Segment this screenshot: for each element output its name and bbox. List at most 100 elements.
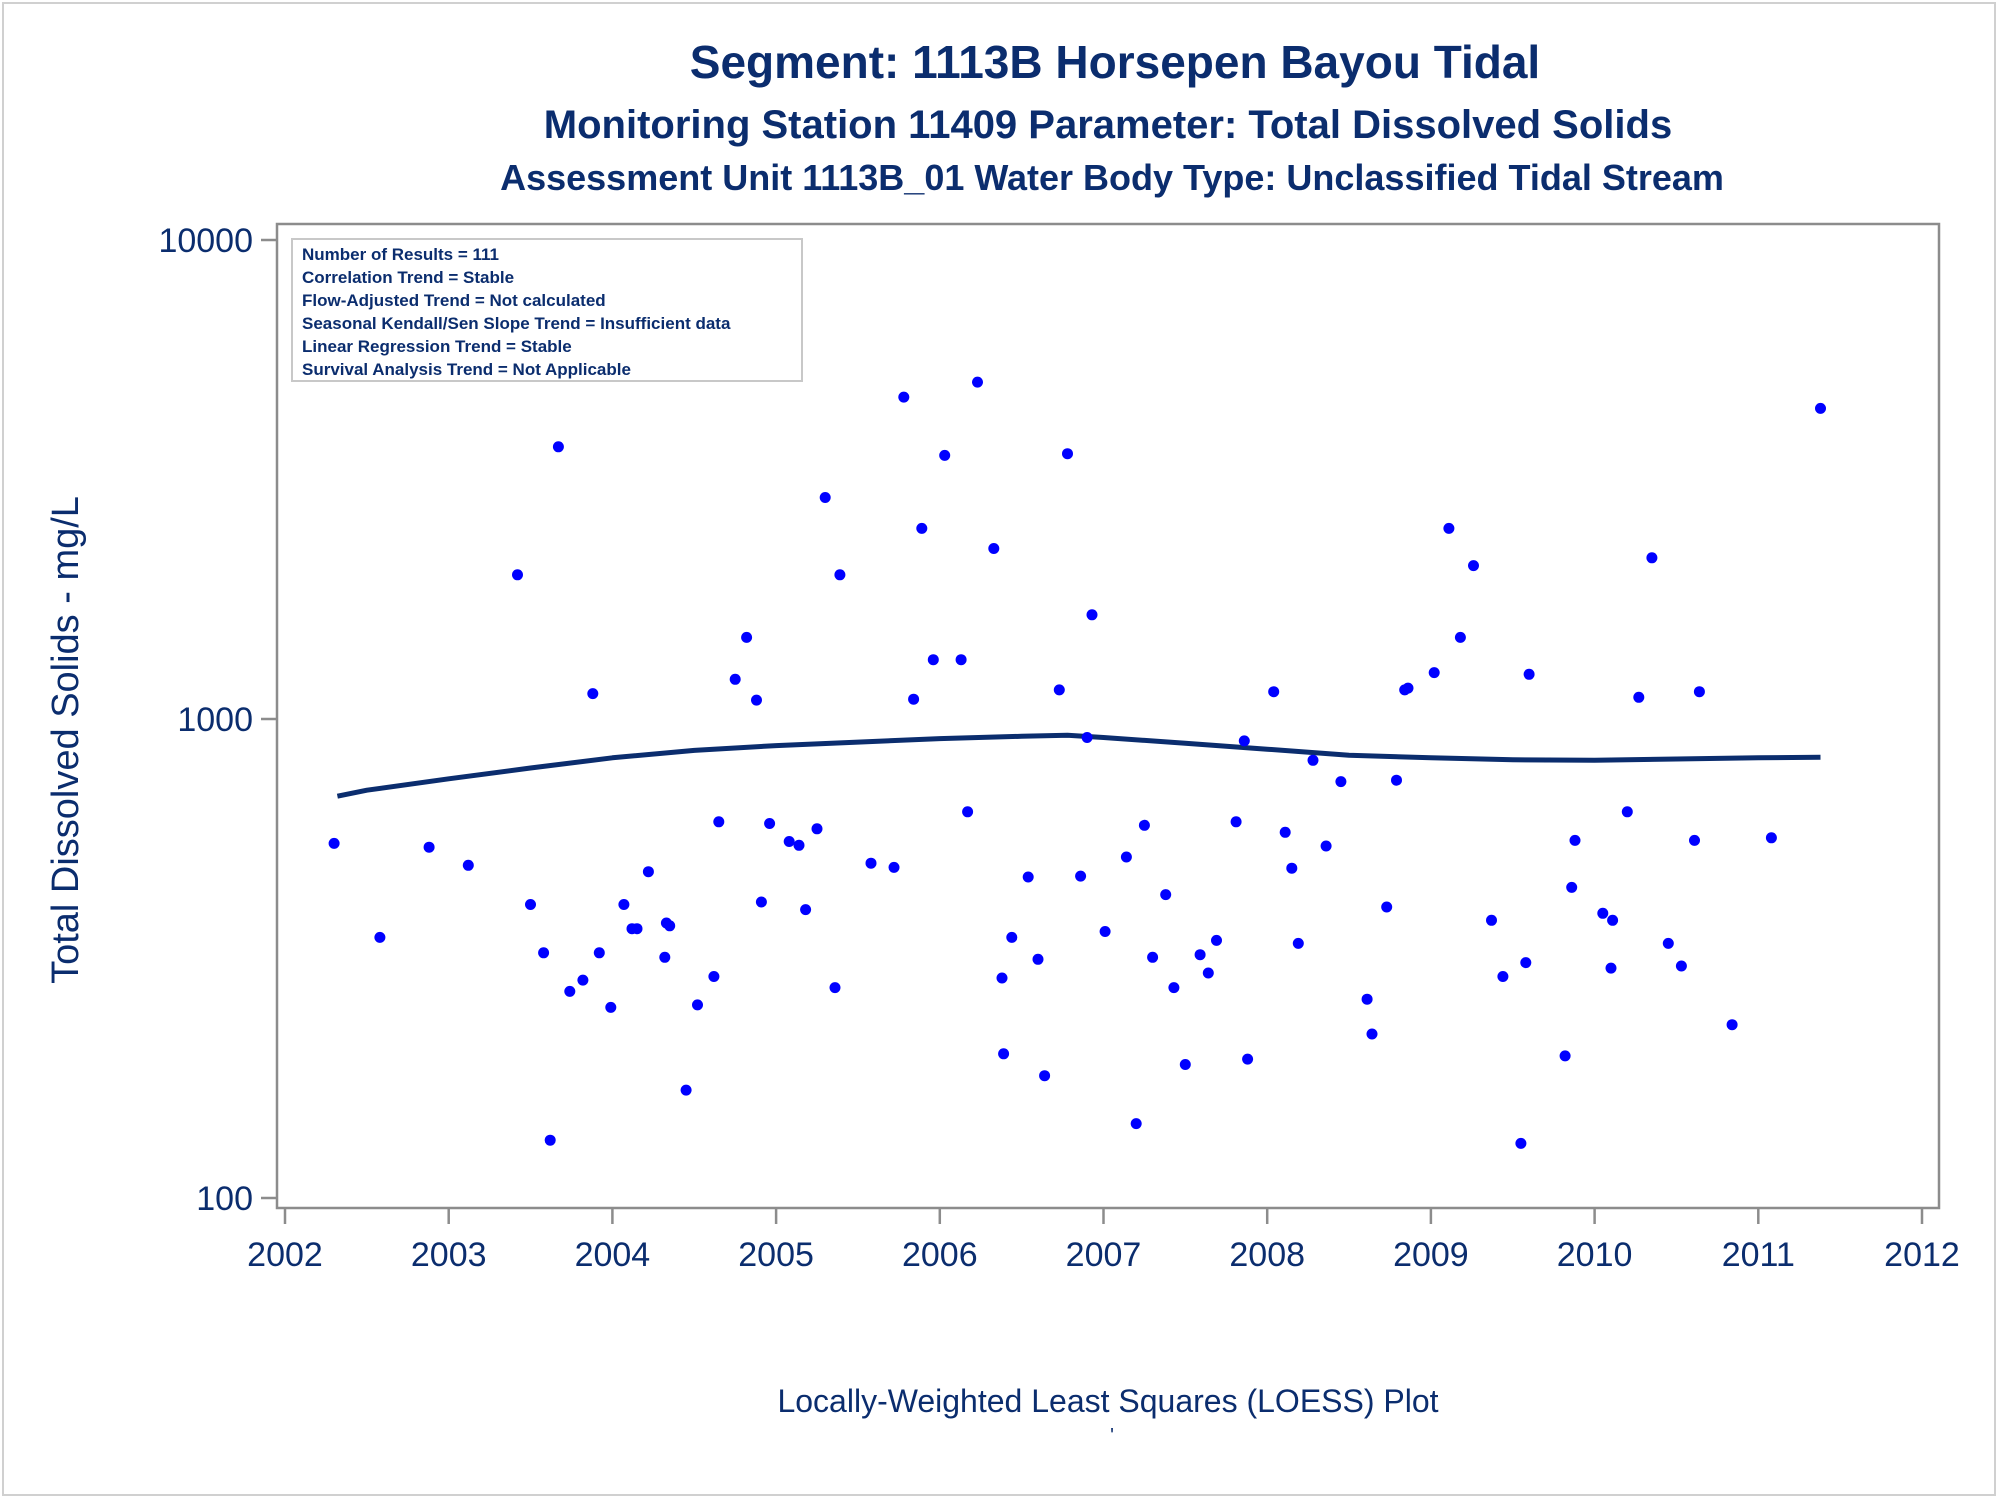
data-point — [1075, 870, 1087, 882]
data-point — [525, 899, 536, 910]
y-tick-label: 100 — [196, 1180, 253, 1218]
data-point — [888, 861, 900, 873]
data-point — [1242, 1053, 1254, 1065]
data-point — [1486, 914, 1497, 926]
data-point — [1523, 668, 1535, 680]
data-point — [1468, 560, 1479, 572]
data-point — [1032, 953, 1044, 965]
data-point — [1566, 881, 1578, 893]
x-tick-label: 2005 — [738, 1236, 814, 1274]
data-point — [1520, 957, 1532, 969]
x-tick-label: 2004 — [575, 1236, 651, 1274]
data-point — [1062, 448, 1073, 460]
data-point — [587, 688, 599, 700]
data-point — [1443, 522, 1455, 534]
y-axis-label: Total Dissolved Solids - mg/L — [45, 496, 87, 984]
data-point — [1646, 552, 1658, 564]
data-point — [1454, 631, 1466, 643]
data-point — [1381, 901, 1393, 913]
data-point — [1022, 871, 1034, 883]
data-point — [1765, 832, 1777, 844]
data-point — [1160, 889, 1172, 901]
data-point — [1138, 819, 1150, 831]
x-tick-label: 2009 — [1393, 1236, 1469, 1274]
data-point — [1081, 732, 1093, 743]
loess-line — [336, 732, 1821, 799]
data-point — [793, 839, 805, 851]
data-point — [741, 631, 753, 643]
data-point — [1168, 982, 1180, 994]
data-point — [1147, 951, 1159, 963]
data-point — [462, 859, 474, 871]
stats-line: Seasonal Kendall/Sen Slope Trend = Insuf… — [302, 314, 731, 333]
data-point — [1006, 931, 1018, 943]
data-point — [1689, 834, 1700, 846]
scatter-points — [328, 376, 1826, 1149]
data-point — [1279, 826, 1291, 838]
data-point — [1053, 684, 1065, 696]
x-tick-label: 2003 — [411, 1236, 487, 1274]
data-point — [939, 449, 951, 461]
data-point — [1361, 993, 1373, 1005]
data-point — [1607, 914, 1619, 926]
y-tick-label: 10000 — [158, 222, 253, 260]
chart-subtitle-2: Assessment Unit 1113B_01 Water Body Type… — [500, 157, 1724, 198]
data-point — [729, 673, 741, 685]
data-point — [927, 654, 939, 666]
data-point — [1633, 691, 1645, 703]
data-point — [751, 694, 762, 706]
data-point — [1428, 667, 1440, 679]
x-axis: 2002 2003 2004 2005 2006 2007 2008 2009 2010 2011… — [247, 1208, 1960, 1274]
x-tick-label: 2012 — [1884, 1236, 1960, 1274]
data-point — [1086, 609, 1098, 621]
data-point — [1099, 926, 1111, 937]
data-point — [1621, 806, 1633, 818]
data-point — [1391, 774, 1402, 786]
data-point — [829, 982, 841, 994]
data-point — [1726, 1019, 1738, 1031]
data-point — [811, 823, 823, 835]
data-point — [328, 837, 340, 849]
data-point — [865, 857, 877, 869]
data-point — [955, 654, 967, 666]
stats-box: Number of Results = 111 Correlation Trend… — [291, 238, 803, 382]
data-point — [1268, 686, 1280, 698]
data-point — [1662, 937, 1674, 949]
x-tick-label: 2002 — [247, 1236, 323, 1274]
data-point — [631, 923, 643, 935]
data-point — [1120, 851, 1132, 863]
chart-subtitle: Monitoring Station 11409 Parameter: Tota… — [544, 103, 1672, 147]
data-point — [1130, 1118, 1142, 1130]
stray-tick-mark: ' — [1110, 1425, 1114, 1447]
stats-line: Number of Results = 111 — [302, 245, 499, 264]
data-point — [800, 904, 812, 916]
data-point — [1597, 907, 1609, 919]
data-point — [552, 441, 564, 453]
data-point — [423, 841, 435, 853]
data-point — [1559, 1050, 1571, 1062]
data-point — [659, 951, 671, 963]
data-point — [1179, 1059, 1191, 1070]
data-point — [605, 1001, 617, 1013]
data-point — [1238, 735, 1250, 747]
data-point — [1515, 1137, 1527, 1149]
data-point — [1292, 937, 1304, 949]
data-point — [972, 376, 983, 388]
data-point — [819, 492, 831, 503]
data-point — [1320, 840, 1332, 852]
data-point — [783, 836, 795, 847]
data-point — [962, 806, 974, 818]
data-point — [1693, 686, 1705, 698]
stats-line: Linear Regression Trend = Stable — [302, 337, 572, 356]
data-point — [1202, 967, 1214, 979]
data-point — [564, 985, 576, 997]
x-tick-label: 2008 — [1229, 1236, 1305, 1274]
stats-line: Survival Analysis Trend = Not Applicable — [302, 360, 631, 379]
y-tick-label: 1000 — [177, 701, 253, 739]
data-point — [998, 1048, 1010, 1060]
data-point — [916, 522, 928, 534]
data-point — [544, 1134, 556, 1146]
y-axis: 100 1000 10000 — [158, 222, 277, 1218]
